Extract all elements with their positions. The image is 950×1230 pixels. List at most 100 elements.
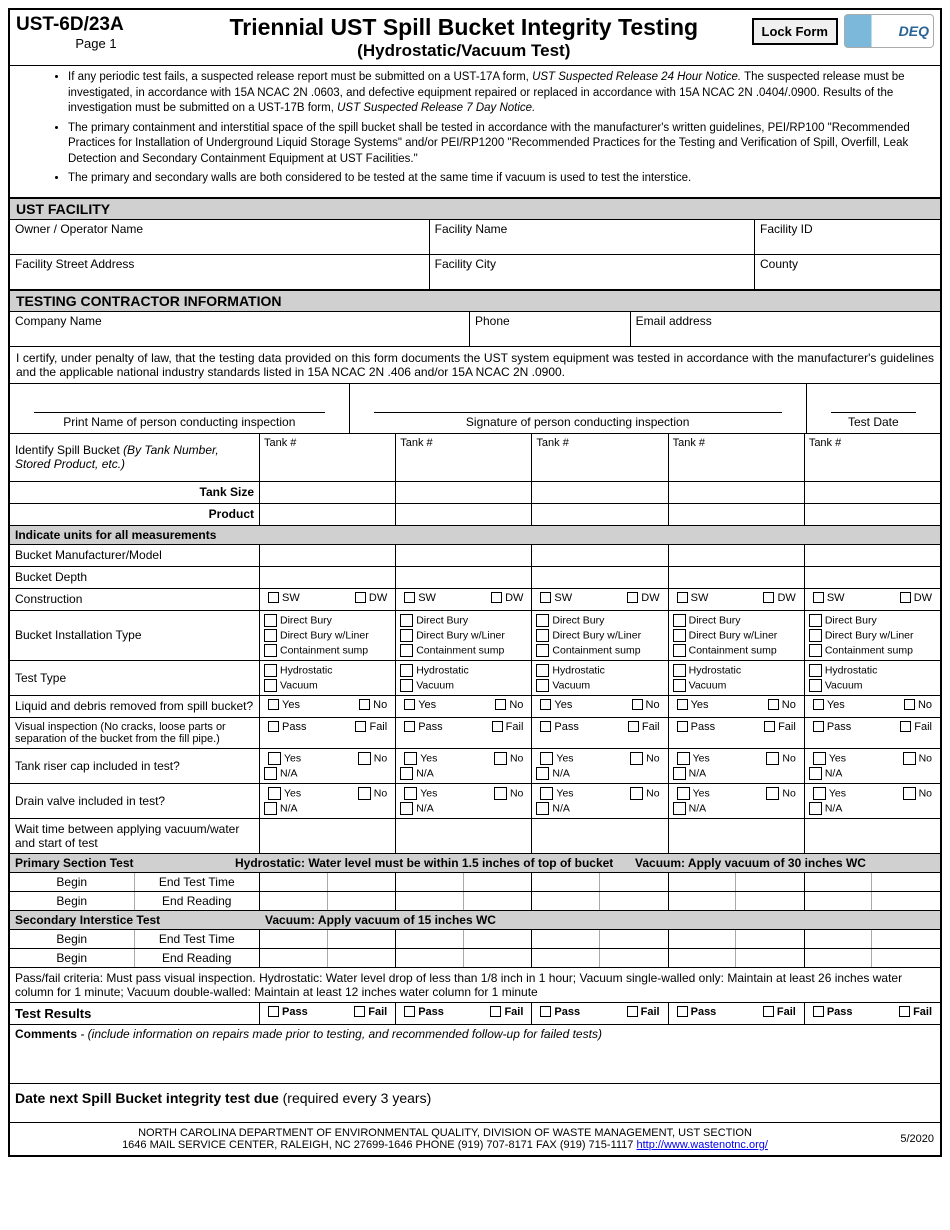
no-checkbox[interactable] (494, 752, 507, 765)
tank-size-1[interactable] (260, 482, 396, 503)
owner-field[interactable]: Owner / Operator Name (10, 220, 430, 254)
depth-2[interactable] (396, 567, 532, 588)
na-checkbox[interactable] (809, 802, 822, 815)
hydrostatic-checkbox[interactable] (264, 664, 277, 677)
yes-checkbox[interactable] (268, 699, 279, 710)
mfg-2[interactable] (396, 545, 532, 566)
fail-checkbox[interactable] (492, 721, 503, 732)
pass-checkbox[interactable] (677, 1006, 688, 1017)
yes-checkbox[interactable] (404, 787, 417, 800)
comments-field[interactable]: Comments - (include information on repai… (10, 1025, 940, 1084)
facility-name-field[interactable]: Facility Name (430, 220, 755, 254)
sw-checkbox[interactable] (404, 592, 415, 603)
tank-4-header[interactable]: Tank # (669, 434, 805, 481)
secondary-time-2[interactable] (396, 930, 532, 948)
sw-checkbox[interactable] (813, 592, 824, 603)
tank-2-header[interactable]: Tank # (396, 434, 532, 481)
yes-checkbox[interactable] (813, 787, 826, 800)
na-checkbox[interactable] (809, 767, 822, 780)
primary-reading-5[interactable] (805, 892, 940, 910)
no-checkbox[interactable] (359, 699, 370, 710)
primary-time-5[interactable] (805, 873, 940, 891)
na-checkbox[interactable] (673, 802, 686, 815)
dw-checkbox[interactable] (900, 592, 911, 603)
mfg-1[interactable] (260, 545, 396, 566)
containment-sump-checkbox[interactable] (809, 644, 822, 657)
yes-checkbox[interactable] (813, 699, 824, 710)
direct-bury-checkbox[interactable] (264, 614, 277, 627)
yes-checkbox[interactable] (404, 752, 417, 765)
tank-size-4[interactable] (669, 482, 805, 503)
product-2[interactable] (396, 504, 532, 525)
direct-bury-liner-checkbox[interactable] (809, 629, 822, 642)
depth-1[interactable] (260, 567, 396, 588)
hydrostatic-checkbox[interactable] (673, 664, 686, 677)
depth-5[interactable] (805, 567, 940, 588)
containment-sump-checkbox[interactable] (400, 644, 413, 657)
primary-time-4[interactable] (669, 873, 805, 891)
na-checkbox[interactable] (536, 767, 549, 780)
print-name-cell[interactable]: Print Name of person conducting inspecti… (10, 384, 350, 433)
primary-time-3[interactable] (532, 873, 668, 891)
primary-reading-4[interactable] (669, 892, 805, 910)
sw-checkbox[interactable] (677, 592, 688, 603)
street-field[interactable]: Facility Street Address (10, 255, 430, 289)
fail-checkbox[interactable] (628, 721, 639, 732)
test-date-cell[interactable]: Test Date (807, 384, 940, 433)
no-checkbox[interactable] (904, 699, 915, 710)
product-3[interactable] (532, 504, 668, 525)
direct-bury-checkbox[interactable] (809, 614, 822, 627)
sw-checkbox[interactable] (268, 592, 279, 603)
na-checkbox[interactable] (264, 802, 277, 815)
tank-size-2[interactable] (396, 482, 532, 503)
pass-checkbox[interactable] (813, 1006, 824, 1017)
vacuum-checkbox[interactable] (400, 679, 413, 692)
tank-size-3[interactable] (532, 482, 668, 503)
pass-checkbox[interactable] (268, 721, 279, 732)
secondary-reading-4[interactable] (669, 949, 805, 967)
product-5[interactable] (805, 504, 940, 525)
containment-sump-checkbox[interactable] (264, 644, 277, 657)
secondary-time-3[interactable] (532, 930, 668, 948)
mfg-4[interactable] (669, 545, 805, 566)
yes-checkbox[interactable] (677, 699, 688, 710)
direct-bury-liner-checkbox[interactable] (264, 629, 277, 642)
fail-checkbox[interactable] (354, 1006, 365, 1017)
product-4[interactable] (669, 504, 805, 525)
dw-checkbox[interactable] (763, 592, 774, 603)
wait-2[interactable] (396, 819, 532, 853)
city-field[interactable]: Facility City (430, 255, 755, 289)
direct-bury-liner-checkbox[interactable] (400, 629, 413, 642)
depth-3[interactable] (532, 567, 668, 588)
lock-form-button[interactable]: Lock Form (752, 18, 838, 45)
direct-bury-checkbox[interactable] (536, 614, 549, 627)
fail-checkbox[interactable] (355, 721, 366, 732)
no-checkbox[interactable] (630, 752, 643, 765)
fail-checkbox[interactable] (899, 1006, 910, 1017)
direct-bury-liner-checkbox[interactable] (673, 629, 686, 642)
secondary-reading-5[interactable] (805, 949, 940, 967)
yes-checkbox[interactable] (268, 752, 281, 765)
dw-checkbox[interactable] (355, 592, 366, 603)
no-checkbox[interactable] (630, 787, 643, 800)
county-field[interactable]: County (755, 255, 940, 289)
wait-4[interactable] (669, 819, 805, 853)
yes-checkbox[interactable] (404, 699, 415, 710)
na-checkbox[interactable] (673, 767, 686, 780)
dw-checkbox[interactable] (491, 592, 502, 603)
tank-size-5[interactable] (805, 482, 940, 503)
secondary-reading-3[interactable] (532, 949, 668, 967)
yes-checkbox[interactable] (677, 752, 690, 765)
fail-checkbox[interactable] (627, 1006, 638, 1017)
dw-checkbox[interactable] (627, 592, 638, 603)
wait-5[interactable] (805, 819, 940, 853)
primary-time-1[interactable] (260, 873, 396, 891)
no-checkbox[interactable] (903, 787, 916, 800)
secondary-time-1[interactable] (260, 930, 396, 948)
tank-5-header[interactable]: Tank # (805, 434, 940, 481)
direct-bury-liner-checkbox[interactable] (536, 629, 549, 642)
direct-bury-checkbox[interactable] (673, 614, 686, 627)
facility-id-field[interactable]: Facility ID (755, 220, 940, 254)
wait-3[interactable] (532, 819, 668, 853)
pass-checkbox[interactable] (540, 721, 551, 732)
